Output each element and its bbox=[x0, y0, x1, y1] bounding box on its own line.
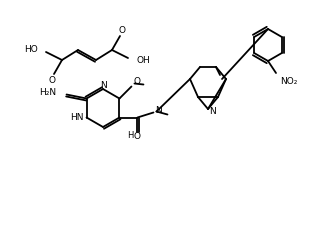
Text: NO₂: NO₂ bbox=[280, 77, 297, 86]
Text: N: N bbox=[100, 81, 106, 90]
Text: HO: HO bbox=[24, 44, 38, 54]
Text: O: O bbox=[119, 26, 125, 35]
Text: OH: OH bbox=[136, 55, 150, 64]
Text: O: O bbox=[134, 77, 141, 86]
Text: HN: HN bbox=[70, 113, 84, 122]
Text: O: O bbox=[48, 75, 55, 85]
Text: H: H bbox=[127, 131, 134, 140]
Text: N: N bbox=[155, 106, 162, 115]
Text: O: O bbox=[134, 132, 141, 141]
Text: H₂N: H₂N bbox=[40, 88, 56, 97]
Text: N: N bbox=[208, 106, 215, 115]
